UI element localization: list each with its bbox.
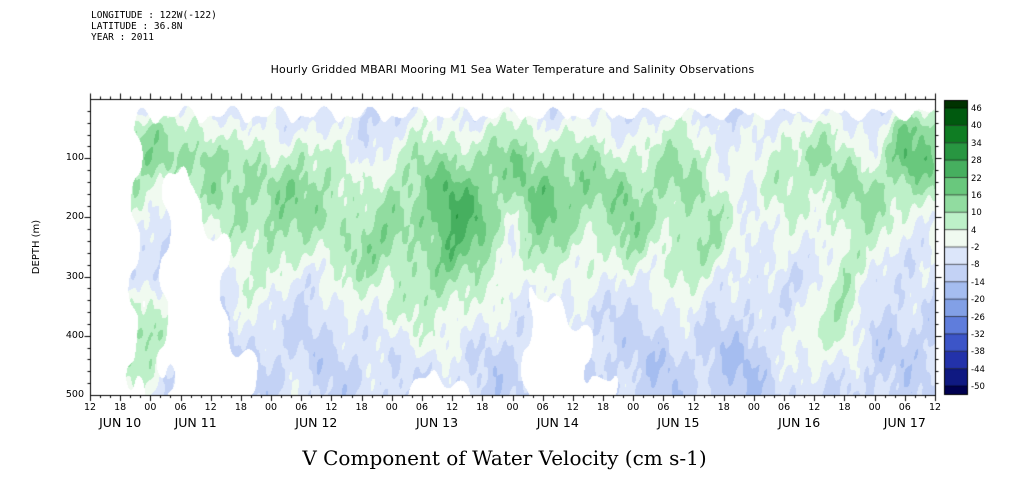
x-hour-tick-label: 06 (536, 402, 549, 413)
x-hour-tick-label: 18 (717, 402, 730, 413)
x-day-label: JUN 15 (657, 415, 700, 430)
x-hour-tick-label: 12 (687, 402, 700, 413)
x-day-label: JUN 17 (883, 415, 926, 430)
x-hour-tick-label: 00 (144, 402, 157, 413)
x-hour-tick-label: 00 (265, 402, 278, 413)
colorbar-tick-label: 28 (971, 156, 982, 167)
colorbar-tick-label: -26 (971, 312, 985, 323)
colorbar-tick-label: 46 (971, 104, 982, 114)
x-hour-tick-label: 06 (898, 402, 911, 413)
y-tick-label: 400 (65, 329, 84, 341)
x-hour-tick-label: 00 (627, 402, 640, 413)
x-hour-tick-label: 06 (295, 402, 308, 413)
x-hour-tick-label: 12 (928, 402, 942, 413)
y-tick-label: 300 (65, 270, 84, 282)
x-day-label: JUN 16 (778, 415, 821, 430)
x-hour-tick-label: 18 (355, 402, 368, 413)
x-day-label: JUN 14 (536, 415, 579, 430)
x-hour-tick-label: 18 (234, 402, 247, 413)
x-axis-caption: V Component of Water Velocity (cm s-1) (302, 446, 707, 470)
x-hour-tick-label: 06 (657, 402, 670, 413)
y-tick-label: 500 (65, 389, 84, 400)
x-hour-tick-label: 12 (325, 402, 338, 413)
colorbar-tick-label: 34 (971, 138, 982, 149)
metadata-block: LONGITUDE : 122W(-122) LATITUDE : 36.8N … (91, 10, 217, 43)
x-hour-tick-label: 12 (204, 402, 217, 413)
latitude-label: LATITUDE : 36.8N (91, 21, 183, 32)
colorbar-tick-label: -14 (971, 277, 985, 288)
x-hour-tick-label: 06 (778, 402, 791, 413)
x-day-label: JUN 11 (174, 415, 217, 430)
x-hour-tick-label: 12 (83, 402, 97, 413)
x-hour-tick-label: 18 (476, 402, 489, 413)
x-day-label: JUN 13 (416, 415, 459, 430)
colorbar-tick-label: -8 (971, 260, 980, 271)
y-tick-label: 200 (65, 211, 84, 223)
colorbar-tick-label: -44 (971, 364, 985, 375)
x-hour-tick-label: 18 (114, 402, 127, 413)
colorbar-tick-label: -50 (971, 382, 985, 392)
colorbar-tick-label: 10 (971, 208, 982, 219)
x-day-label: JUN 10 (99, 415, 142, 430)
year-label: YEAR : 2011 (91, 32, 154, 43)
y-tick-label: 100 (65, 152, 84, 164)
x-hour-tick-label: 12 (446, 402, 459, 413)
x-hour-tick-label: 12 (566, 402, 579, 413)
x-hour-tick-label: 00 (506, 402, 519, 413)
x-hour-tick-label: 12 (808, 402, 821, 413)
plot-title: Hourly Gridded MBARI Mooring M1 Sea Wate… (270, 63, 755, 76)
x-hour-tick-label: 18 (838, 402, 851, 413)
longitude-label: LONGITUDE : 122W(-122) (91, 10, 217, 21)
x-hour-tick-label: 00 (868, 402, 881, 413)
x-hour-tick-label: 00 (385, 402, 398, 413)
x-hour-tick-label: 06 (174, 402, 187, 413)
colorbar-tick-label: -2 (971, 243, 980, 253)
colorbar-tick-label: -32 (971, 329, 985, 340)
x-hour-tick-label: 00 (747, 402, 760, 413)
colorbar-tick-label: 40 (971, 121, 982, 132)
colorbar-tick-label: 22 (971, 173, 982, 184)
x-hour-tick-label: 18 (596, 402, 610, 413)
colorbar-tick-label: 4 (971, 225, 977, 236)
colorbar-tick-label: 16 (971, 190, 982, 201)
x-day-label: JUN 12 (295, 415, 338, 430)
x-hour-tick-label: 06 (415, 402, 428, 413)
colorbar-tick-label: -38 (971, 347, 985, 358)
colorbar-tick-label: -20 (971, 295, 985, 306)
